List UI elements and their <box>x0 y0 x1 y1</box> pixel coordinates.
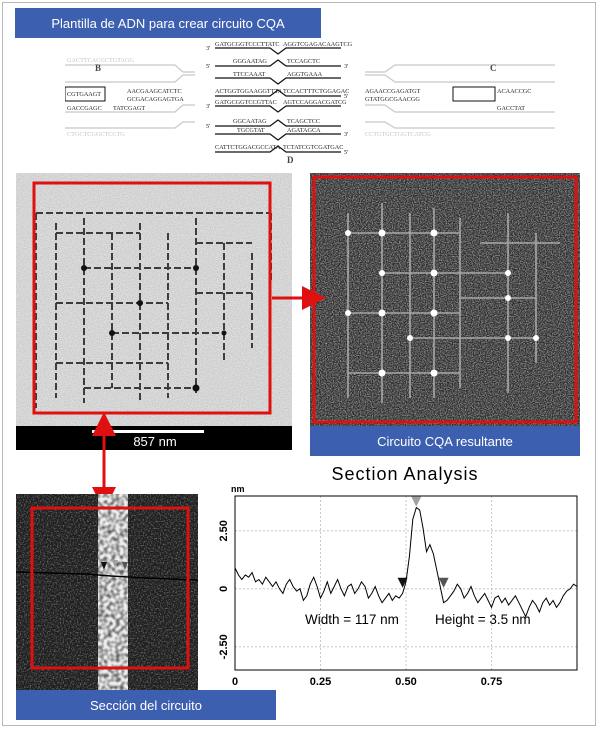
cqa-circuit-micrograph <box>310 173 580 426</box>
seq-center-3: TCAGCTCC <box>287 118 320 125</box>
seq-center-1: AGTCCAGGACGATCG <box>283 99 347 106</box>
chart-plot-frame <box>234 495 578 671</box>
y-tick-label: 0 <box>218 586 230 592</box>
strand-end-3-d: 3' <box>344 131 348 138</box>
tile-label-b: B <box>95 63 101 73</box>
y-tick-label: 2.50 <box>218 520 230 541</box>
chart-unit-label: nm <box>231 484 245 494</box>
cursor-marker <box>397 577 408 588</box>
seq-center-0: GATGCGGTCCGTTAC <box>215 99 277 106</box>
section-analysis-chart: nm 0 0.25 0.50 0.75 2.50 0 -2.50 Width = 117 n… <box>218 484 578 688</box>
strand-end-5-c: 5' <box>206 123 210 130</box>
chart-grid <box>234 496 577 670</box>
template-title-label: Plantilla de ADN para crear circuito CQA <box>15 8 321 38</box>
seq-top-5: AGGTGAAA <box>287 71 323 78</box>
annotation-height: Height = 3.5 nm <box>435 612 531 627</box>
strand-end-5-d: 5' <box>344 149 348 156</box>
seq-left-1: CGTGAAGT <box>67 91 101 98</box>
result-title-text: Circuito CQA resultante <box>377 433 513 449</box>
seq-top-3: TCCAGCTC <box>287 58 320 65</box>
seq-top-0: GATGCGGTCCCTTATC <box>215 41 279 48</box>
seq-top-4: TTCCAAAT <box>233 71 266 78</box>
scale-bar-line <box>92 430 204 433</box>
template-title-text: Plantilla de ADN para crear circuito CQA <box>51 15 285 31</box>
x-tick-label: 0.25 <box>310 676 331 688</box>
section-title-text: Sección del circuito <box>90 697 202 713</box>
seq-left-0: GACTTCACGCTGTAGG <box>67 57 134 64</box>
x-tick-label: 0 <box>232 676 238 688</box>
seq-right-4: GACCTAT <box>497 105 525 112</box>
result-title-label: Circuito CQA resultante <box>310 426 580 456</box>
seq-left-4: CTGCTCGGCTCCTG <box>67 131 125 138</box>
seq-center-5: AGATAGCA <box>287 127 321 134</box>
tile-label-c: C <box>490 63 497 73</box>
seq-right-0: AGAACCGAGATGT <box>365 88 421 95</box>
seq-center-7: TCTATCGTCGATGAC <box>283 144 343 151</box>
dna-tile-b: GACTTCACGCTGTAGG CGTGAAGT GACCGAGC TATCG… <box>65 57 195 138</box>
tile-label-d: D <box>287 155 294 165</box>
seq-top-2: GGGAATAG <box>233 58 267 65</box>
annotation-width: Width = 117 nm <box>305 612 399 627</box>
seq-top-6: ACTGGTGGAAGGTTTA <box>215 88 283 95</box>
x-tick-label: 0.75 <box>481 676 502 688</box>
circuit-section-micrograph <box>16 494 198 690</box>
chart-ticks: 0 0.25 0.50 0.75 2.50 0 -2.50 <box>218 520 502 688</box>
dna-tile-c: AGAACCGAGATGT GTATGGCGAACGG CCTGTGCTGGTC… <box>365 63 555 138</box>
chart-markers <box>397 496 449 588</box>
seq-left-3: TATCGAGT <box>113 105 145 112</box>
strand-end-5-a: 5' <box>206 63 210 70</box>
seq-right-1: GTATGGCGAACGG <box>365 96 420 103</box>
seq-right-3: ACAACCGC <box>497 88 531 95</box>
seq-middle-left-0: AACGAAGCATCTC <box>127 88 182 95</box>
seq-center-4: TGCGTAT <box>237 127 265 134</box>
dna-template-diagram: GACTTCACGCTGTAGG CGTGAAGT GACCGAGC TATCG… <box>65 41 555 165</box>
seq-top-7: TCCACTTTCTGGAGAC <box>283 88 349 95</box>
chart-series-line <box>234 506 578 618</box>
dna-template-micrograph <box>16 173 292 426</box>
x-tick-label: 0.50 <box>395 676 416 688</box>
scale-bar-label: 857 nm <box>133 434 177 449</box>
cursor-marker <box>411 496 422 507</box>
seq-top-1: AGGTCGAGACAAGTCG <box>283 41 353 48</box>
cursor-marker <box>438 577 449 588</box>
seq-right-2: CCTGTGCTGGTCATCG <box>365 131 431 138</box>
strand-end-3-c: 3' <box>206 103 210 110</box>
section-title-label: Sección del circuito <box>16 690 276 720</box>
dna-tile-center: GATGCGGTCCCTTATC AGGTCGAGACAAGTCG GGGAAT… <box>206 41 353 165</box>
strand-end-3-a: 3' <box>206 45 210 52</box>
seq-center-6: CATTCTGGACGCCATA <box>215 144 281 151</box>
chart-title: Section Analysis <box>331 464 479 484</box>
y-tick-label: -2.50 <box>218 634 230 659</box>
seq-center-2: GGCAATAG <box>233 118 267 125</box>
seq-left-2: GACCGAGC <box>67 105 102 112</box>
strand-end-3-b: 3' <box>344 63 348 70</box>
seq-middle-left-1: GCGACAGGAGTGA <box>127 96 184 103</box>
strand-end-5-b: 5' <box>344 93 348 100</box>
